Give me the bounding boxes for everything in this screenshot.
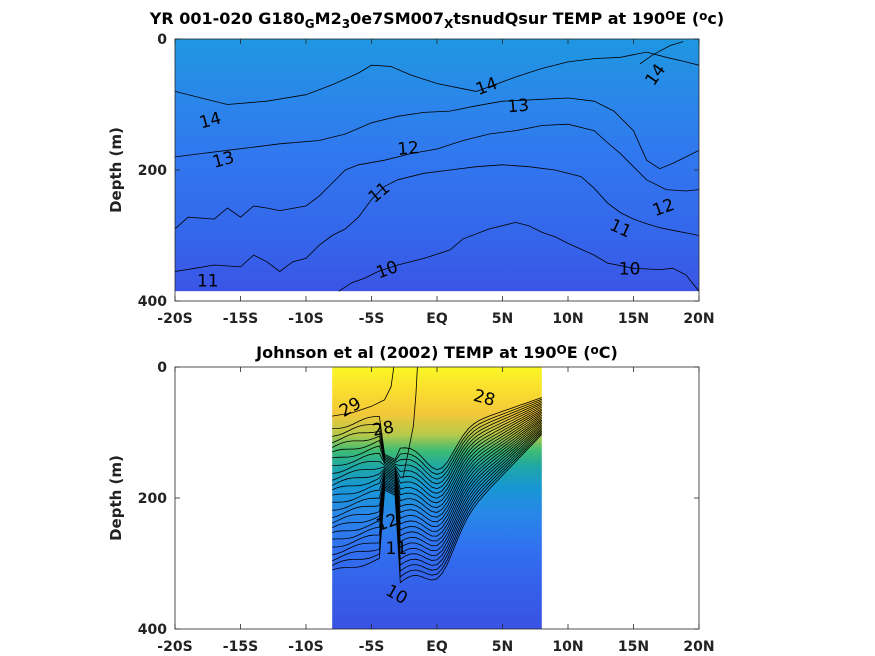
x-tick-label: 5N [492, 639, 513, 655]
x-tick-label: -10S [288, 639, 323, 655]
y-tick-label: 400 [138, 294, 167, 310]
title-segment: G [305, 17, 315, 31]
contour-line [332, 398, 542, 475]
y-tick-label: 0 [157, 32, 167, 48]
contour-label: 11 [197, 271, 219, 291]
contour-line [332, 414, 543, 523]
contour-line [332, 421, 543, 542]
x-tick-label: -15S [223, 311, 258, 327]
contour-line [332, 413, 543, 518]
contour-13 [175, 97, 699, 170]
x-tick-label: -20S [157, 311, 192, 327]
y-tick-label: 200 [138, 163, 167, 179]
chart-title: Johnson et al (2002) TEMP at 190OE (oC) [255, 343, 618, 362]
title-segment: E ( [567, 343, 591, 362]
x-tick-label: -5S [359, 311, 385, 327]
x-tick-label: -15S [223, 639, 258, 655]
observed-temperature-chart: Johnson et al (2002) TEMP at 190OE (oC) … [107, 343, 715, 655]
x-tick-label: 10N [552, 639, 583, 655]
contour-10 [338, 221, 699, 292]
y-tick-label: 0 [157, 360, 167, 376]
title-segment: o [699, 9, 707, 23]
contour-14 [639, 41, 684, 65]
title-segment: c) [707, 9, 724, 28]
contour-line [332, 430, 543, 572]
x-axis: -20S -15S -10S -5S EQ 5N 10N 15N 20N [157, 39, 715, 327]
x-tick-label: -5S [359, 639, 385, 655]
title-segment: YR 001-020 G180 [149, 9, 305, 28]
x-tick-label: 15N [618, 311, 649, 327]
x-tick-label: 20N [683, 311, 714, 327]
title-segment: X [444, 17, 454, 31]
model-temperature-chart: YR 001-020 G180GM230e7SM007XtsnudQsur TE… [107, 9, 724, 327]
y-axis: 0 200 400 [138, 360, 699, 638]
contour-line [332, 405, 542, 494]
title-segment: M2 [315, 9, 342, 28]
title-segment: o [591, 343, 599, 357]
contour-line [332, 429, 543, 566]
y-axis-label: Depth (m) [107, 127, 125, 213]
contour-line [332, 416, 543, 528]
contour-label: 10 [619, 260, 641, 280]
contour-lines [332, 367, 543, 584]
contour-line [332, 419, 543, 537]
contour-line [332, 403, 542, 490]
chart-title: YR 001-020 G180GM230e7SM007XtsnudQsur TE… [149, 9, 724, 31]
contour-line [332, 400, 542, 480]
x-tick-label: 10N [552, 311, 583, 327]
title-segment: Johnson et al (2002) TEMP at 190 [255, 343, 556, 362]
contour-line [332, 418, 543, 532]
contour-label: 11 [386, 539, 408, 559]
title-segment: E ( [675, 9, 699, 28]
title-segment: O [557, 343, 567, 357]
title-segment: C) [599, 343, 618, 362]
x-axis: -20S -15S -10S -5S EQ 5N 10N 15N 20N [157, 367, 715, 655]
contour-label: 12 [397, 138, 420, 160]
x-tick-label: 5N [492, 311, 513, 327]
contour-line [402, 367, 418, 479]
title-segment: 0e7SM007 [350, 9, 444, 28]
contour-line [332, 367, 395, 417]
contour-line [332, 422, 543, 547]
title-segment: 3 [342, 17, 350, 31]
x-tick-label: -10S [288, 311, 323, 327]
contour-14 [175, 51, 699, 105]
contour-line [332, 410, 543, 509]
x-tick-label: -20S [157, 639, 192, 655]
x-tick-label: EQ [426, 639, 448, 655]
contour-line [332, 406, 542, 499]
contour-11 [175, 164, 699, 272]
x-tick-label: EQ [426, 311, 448, 327]
y-axis-label: Depth (m) [107, 455, 125, 541]
contour-line [332, 432, 543, 578]
title-segment: O [665, 9, 675, 23]
contour-line [332, 402, 542, 485]
contour-label: 28 [371, 417, 396, 440]
contour-line [332, 411, 543, 513]
temperature-field [175, 39, 699, 292]
x-tick-label: 20N [683, 639, 714, 655]
y-axis: 0 200 400 [138, 32, 699, 310]
contour-line [332, 424, 543, 552]
contour-line [332, 427, 543, 561]
contour-line [332, 426, 543, 557]
contour-lines [175, 41, 699, 292]
contour-label: 13 [507, 96, 530, 118]
y-tick-label: 200 [138, 491, 167, 507]
x-tick-label: 15N [618, 639, 649, 655]
contour-line [332, 434, 543, 584]
title-segment: tsnudQsur TEMP at 190 [453, 9, 665, 28]
contour-12 [175, 123, 699, 230]
contour-line [332, 397, 542, 471]
contour-line [332, 408, 542, 504]
y-tick-label: 400 [138, 622, 167, 638]
